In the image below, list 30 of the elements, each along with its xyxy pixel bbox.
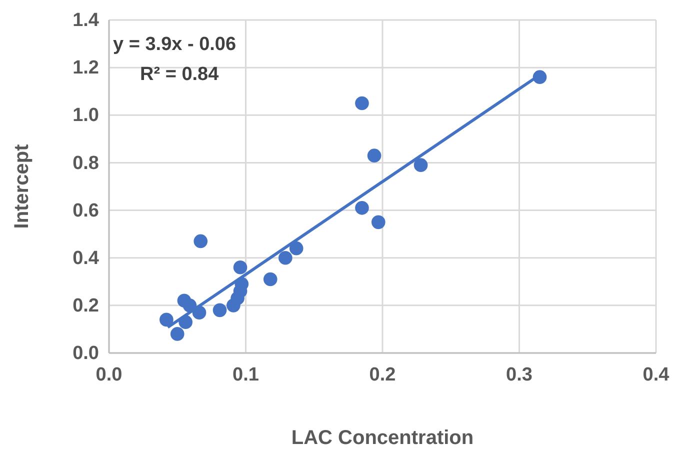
point [414, 158, 428, 172]
x-tick-label: 0.0 [96, 364, 122, 386]
point [170, 327, 184, 341]
x-tick-label: 0.1 [232, 364, 260, 386]
x-axis-title: LAC Concentration [291, 427, 474, 449]
point [371, 215, 386, 230]
y-tick-label: 0.2 [72, 296, 99, 317]
point [355, 96, 369, 110]
y-tick-label: 0.8 [72, 152, 99, 174]
x-tick-label: 0.3 [506, 364, 532, 386]
y-tick-label: 0.4 [72, 248, 100, 269]
y-tick-label: 1.0 [72, 105, 99, 126]
x-tick-label: 0.2 [369, 364, 396, 386]
y-tick-label: 1.4 [72, 10, 100, 32]
point [212, 303, 227, 318]
point [263, 272, 278, 286]
point [355, 201, 369, 215]
annotation: y = 3.9x - 0.06 [113, 34, 236, 55]
point [233, 260, 248, 274]
x-tick-label: 0.4 [642, 364, 670, 386]
point [367, 148, 382, 162]
point [194, 234, 208, 248]
point [289, 241, 304, 256]
y-tick-label: 0.6 [72, 200, 99, 222]
point [160, 312, 174, 327]
y-tick-label: 0.0 [72, 343, 99, 364]
y-axis-title: Intercept [11, 144, 33, 229]
annotation: R² = 0.84 [140, 64, 220, 85]
point [278, 250, 292, 265]
y-tick-label: 1.2 [72, 58, 99, 79]
